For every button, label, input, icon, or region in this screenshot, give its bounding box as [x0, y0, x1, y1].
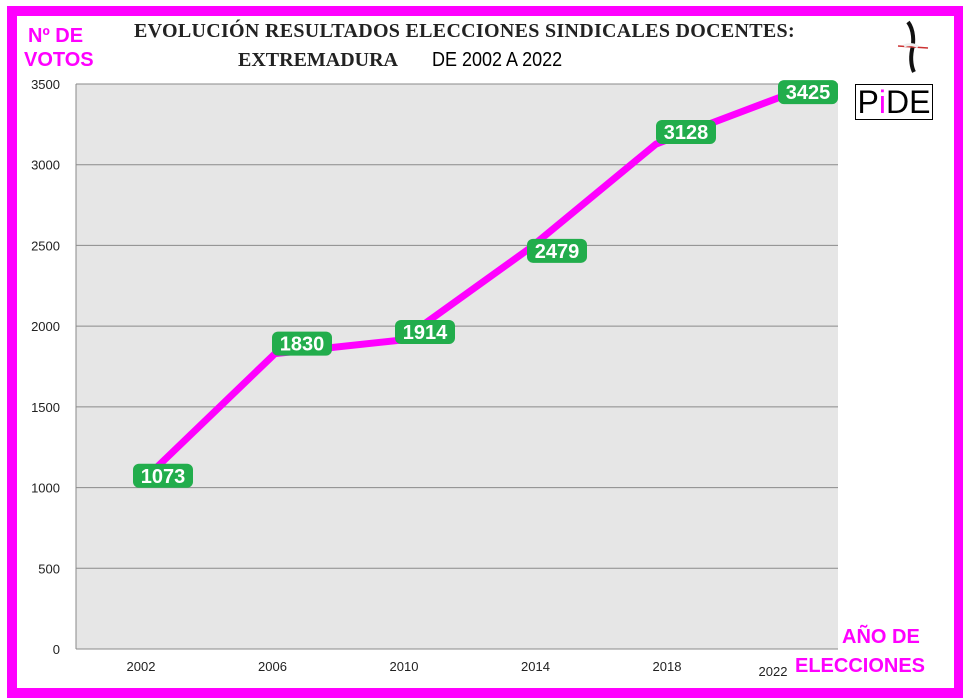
y-tick-label: 2000: [31, 319, 60, 334]
y-tick-label: 3500: [31, 77, 60, 92]
data-label: 3128: [656, 120, 716, 145]
plot-area: [76, 84, 838, 649]
pide-logo: PiDE: [855, 84, 933, 120]
x-tick-label: 2018: [653, 659, 682, 674]
y-tick-label: 3000: [31, 158, 60, 173]
data-label-box: [527, 238, 587, 263]
x-tick-label: 2022: [759, 664, 788, 679]
x-tick-label: 2006: [258, 659, 287, 674]
y-tick-label: 1500: [31, 400, 60, 415]
data-label-text: 2479: [535, 241, 580, 263]
y-tick-label: 0: [53, 642, 60, 657]
data-label: 3425: [778, 80, 838, 105]
data-label: 1830: [272, 331, 332, 356]
chart-title: EVOLUCIÓN RESULTADOS ELECCIONES SINDICAL…: [134, 20, 795, 42]
y-tick-label: 2500: [31, 238, 60, 253]
data-label-text: 3128: [664, 122, 709, 144]
data-label-text: 1830: [280, 334, 325, 356]
data-label-text: 3425: [786, 82, 831, 104]
y-tick-label: 500: [38, 561, 60, 576]
x-axis-label-line1: AÑO DE: [842, 626, 920, 648]
x-tick-label: 2014: [521, 659, 550, 674]
x-tick-label: 2010: [390, 659, 419, 674]
data-label: 1914: [395, 320, 455, 345]
x-tick-label: 2002: [127, 659, 156, 674]
data-label-box: [272, 331, 332, 356]
data-label-box: [778, 80, 838, 105]
data-label-box: [133, 463, 193, 488]
data-label-text: 1073: [141, 466, 186, 488]
data-point: [655, 143, 657, 146]
y-axis-label-line2: VOTOS: [24, 49, 94, 71]
chart-subtitle-years: DE 2002 A 2022: [432, 49, 563, 71]
y-tick-label: 1000: [31, 481, 60, 496]
chart-subtitle-region: EXTREMADURA: [238, 49, 398, 71]
magenta-frame: [7, 6, 963, 698]
y-axis-label-line1: Nº DE: [28, 25, 84, 47]
data-label: 2479: [527, 238, 587, 263]
data-label-box: [395, 320, 455, 345]
data-label-text: 1914: [403, 322, 448, 344]
stork-icon: [892, 20, 932, 74]
data-label-box: [656, 120, 716, 145]
data-label: 1073: [133, 463, 193, 488]
x-axis-label-line2: ELECCIONES: [795, 655, 926, 677]
